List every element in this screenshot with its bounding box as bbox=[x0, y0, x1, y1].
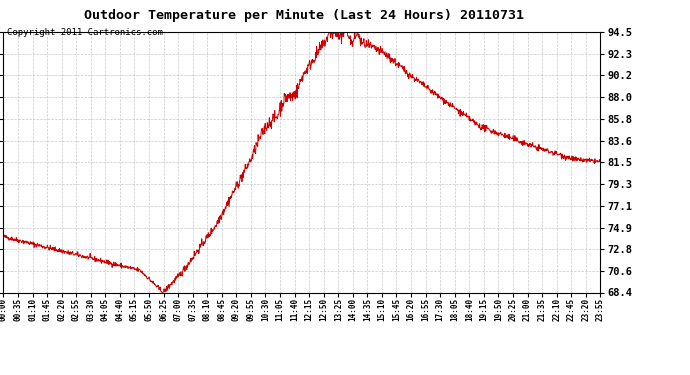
Text: Outdoor Temperature per Minute (Last 24 Hours) 20110731: Outdoor Temperature per Minute (Last 24 … bbox=[83, 9, 524, 22]
Text: Copyright 2011 Cartronics.com: Copyright 2011 Cartronics.com bbox=[7, 28, 163, 37]
